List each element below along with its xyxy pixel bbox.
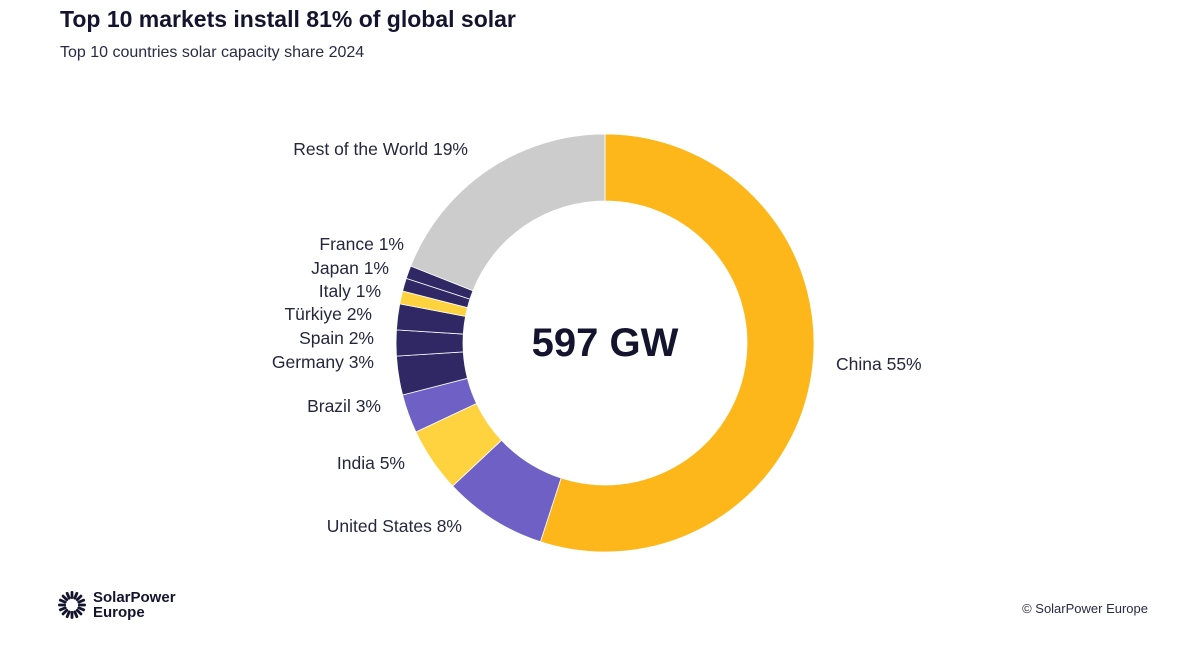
chart-subtitle: Top 10 countries solar capacity share 20… — [60, 44, 365, 61]
slice-label-india: India 5% — [337, 453, 405, 473]
slice-label-spain: Spain 2% — [299, 328, 374, 348]
slice-label-trkiye: Türkiye 2% — [284, 304, 372, 324]
segment-labels: China 55% United States 8% India 5% Brazil … — [272, 139, 922, 536]
donut-slice-rest — [410, 133, 606, 292]
logo-text: SolarPower Europe — [93, 589, 176, 621]
center-total-label: 597 GW — [532, 321, 679, 365]
donut-slice-china — [539, 133, 815, 553]
chart-title: Top 10 markets install 81% of global sol… — [60, 6, 516, 32]
solarpower-europe-logo: SolarPower Europe — [57, 590, 203, 620]
slice-label-japan: Japan 1% — [311, 258, 389, 278]
slice-label-italy: Italy 1% — [319, 281, 381, 301]
slice-label-france: France 1% — [319, 234, 404, 254]
slice-label-china: China 55% — [836, 354, 922, 374]
copyright-text: © SolarPower Europe — [1022, 601, 1148, 616]
sun-logo-icon — [58, 591, 86, 619]
donut-segments — [395, 133, 815, 553]
slice-label-brazil: Brazil 3% — [307, 396, 381, 416]
slice-label-germany: Germany 3% — [272, 352, 374, 372]
slice-label-rest: Rest of the World 19% — [293, 139, 468, 159]
slice-label-united: United States 8% — [327, 516, 462, 536]
